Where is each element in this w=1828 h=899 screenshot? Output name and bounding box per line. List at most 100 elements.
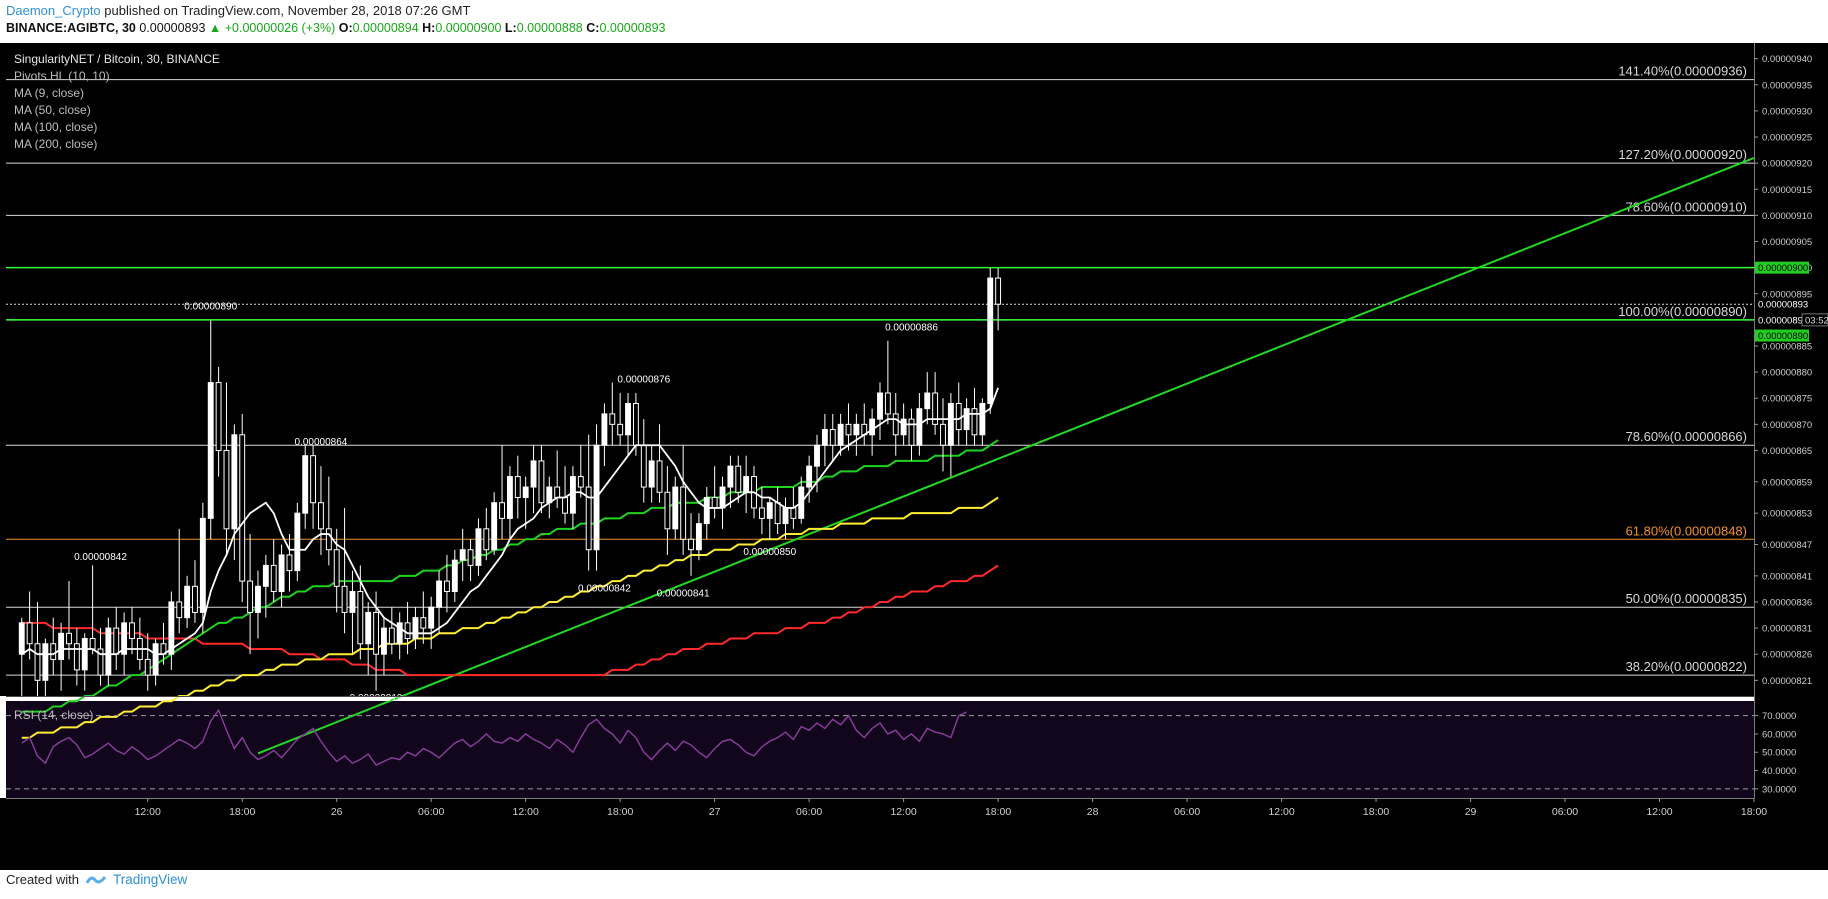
candle[interactable] — [388, 607, 395, 655]
candle[interactable] — [656, 424, 663, 503]
candle[interactable] — [758, 487, 765, 535]
candle[interactable] — [491, 492, 498, 555]
candle[interactable] — [365, 601, 372, 676]
tradingview-link[interactable]: TradingView — [112, 872, 188, 887]
candle[interactable] — [585, 434, 592, 571]
candle[interactable] — [412, 607, 419, 649]
candle[interactable] — [979, 398, 986, 446]
candle[interactable] — [703, 487, 710, 540]
candle[interactable] — [727, 455, 734, 508]
trading-chart[interactable]: 141.40%(0.00000936) 127.20%(0.00000920) 78… — [0, 43, 1828, 870]
candle[interactable] — [207, 319, 214, 540]
trend-line[interactable] — [257, 156, 1755, 755]
candle[interactable] — [121, 612, 128, 676]
candle[interactable] — [806, 455, 813, 503]
candle[interactable] — [459, 528, 466, 582]
candle[interactable] — [97, 628, 104, 686]
candle[interactable] — [947, 393, 954, 477]
candle[interactable] — [940, 398, 946, 472]
candle[interactable] — [853, 413, 860, 456]
candle[interactable] — [152, 638, 159, 686]
candle[interactable] — [971, 387, 978, 446]
candle[interactable] — [538, 445, 545, 514]
candle[interactable] — [577, 445, 584, 498]
candle[interactable] — [499, 445, 505, 540]
candle[interactable] — [262, 554, 269, 618]
candle[interactable] — [735, 455, 742, 503]
price-axis[interactable]: 0.00000940 0.00000935 0.00000930 0.00000925… — [1754, 43, 1828, 798]
candle[interactable] — [514, 455, 521, 519]
rsi-pane[interactable] — [6, 708, 1754, 790]
candle[interactable] — [625, 393, 631, 456]
candle[interactable] — [73, 628, 80, 686]
candle[interactable] — [144, 633, 151, 691]
candle[interactable] — [381, 617, 387, 676]
candle[interactable] — [420, 591, 427, 644]
candle[interactable] — [695, 513, 702, 561]
candle[interactable] — [231, 424, 238, 561]
candle[interactable] — [672, 476, 679, 540]
candle[interactable] — [601, 403, 608, 467]
candle[interactable] — [680, 445, 687, 555]
candle[interactable] — [199, 502, 206, 634]
candle[interactable] — [443, 554, 450, 613]
candle[interactable] — [436, 570, 443, 634]
candle[interactable] — [924, 372, 931, 425]
candle[interactable] — [192, 560, 198, 623]
candle[interactable] — [105, 617, 112, 686]
candle[interactable] — [34, 601, 41, 696]
candle[interactable] — [184, 575, 191, 629]
candle[interactable] — [963, 398, 970, 446]
candle[interactable] — [892, 393, 899, 456]
candle[interactable] — [396, 612, 403, 660]
candle[interactable] — [821, 413, 828, 467]
candle[interactable] — [333, 528, 340, 613]
time-axis[interactable]: 12:00 18:00 26 06:00 12:00 18:00 27 06:00 12:00 1… — [0, 798, 1828, 870]
candle[interactable] — [467, 539, 474, 582]
candle[interactable] — [987, 267, 994, 414]
candle[interactable] — [42, 638, 49, 696]
candle[interactable] — [664, 466, 671, 555]
candle[interactable] — [428, 596, 435, 649]
candle[interactable] — [829, 413, 836, 461]
candle[interactable] — [58, 622, 65, 691]
candle[interactable] — [81, 633, 88, 691]
candle[interactable] — [766, 497, 773, 540]
candle[interactable] — [286, 534, 293, 592]
candle[interactable] — [341, 507, 348, 634]
candle[interactable] — [908, 408, 915, 461]
candle[interactable] — [932, 372, 939, 435]
candle[interactable] — [506, 466, 513, 540]
candle[interactable] — [877, 382, 883, 441]
candle[interactable] — [483, 507, 490, 561]
candle[interactable] — [451, 549, 458, 602]
main-pane[interactable]: 141.40%(0.00000936) 127.20%(0.00000920) 78… — [6, 64, 1755, 755]
candle[interactable] — [310, 445, 317, 529]
candle[interactable] — [215, 366, 222, 477]
author-link[interactable]: Daemon_Crypto — [6, 3, 101, 18]
candle[interactable] — [278, 544, 285, 608]
candle[interactable] — [522, 476, 529, 529]
candle[interactable] — [530, 445, 537, 514]
candle[interactable] — [609, 382, 616, 446]
candle[interactable] — [270, 539, 277, 602]
candle[interactable] — [255, 570, 261, 639]
candle[interactable] — [349, 570, 356, 655]
candle[interactable] — [617, 393, 624, 446]
candle[interactable] — [66, 581, 72, 660]
candle[interactable] — [223, 382, 230, 555]
candle[interactable] — [129, 607, 135, 655]
candle[interactable] — [995, 267, 1002, 331]
candle[interactable] — [176, 528, 183, 634]
candle[interactable] — [239, 413, 246, 602]
candle[interactable] — [325, 476, 332, 566]
candle[interactable] — [294, 502, 301, 582]
candle[interactable] — [318, 466, 324, 555]
candle[interactable] — [168, 591, 175, 670]
candle[interactable] — [688, 513, 694, 576]
candle[interactable] — [845, 403, 852, 451]
candle[interactable] — [247, 534, 254, 655]
candle[interactable] — [302, 445, 309, 529]
candle[interactable] — [475, 518, 482, 576]
candle[interactable] — [648, 445, 655, 503]
